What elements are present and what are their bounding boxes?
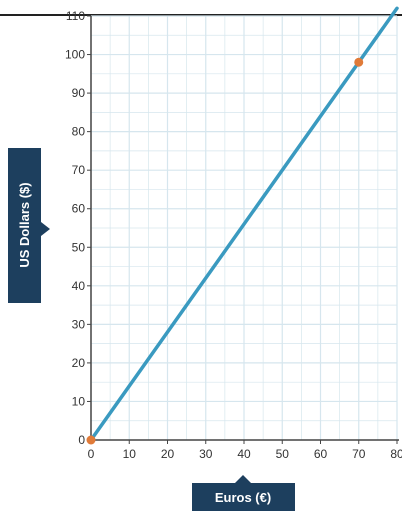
data-point xyxy=(86,435,96,445)
tick-labels: 0 10 20 30 40 50 60 70 80 90 100 110 0 10 20 30 40 50 60 70… xyxy=(65,9,402,461)
y-axis-label: US Dollars ($) xyxy=(17,182,32,267)
data-point xyxy=(354,57,364,67)
x-tick-label: 60 xyxy=(314,447,328,461)
axes xyxy=(87,15,399,444)
y-axis-badge: US Dollars ($) xyxy=(8,148,50,303)
x-axis-badge-pointer xyxy=(235,475,251,483)
series-line xyxy=(89,6,399,442)
x-tick-label: 40 xyxy=(237,447,251,461)
x-axis-badge: Euros (€) xyxy=(192,475,295,511)
y-tick-label: 70 xyxy=(72,163,86,177)
y-tick-label: 0 xyxy=(78,433,85,447)
points xyxy=(86,57,364,445)
x-tick-label: 80 xyxy=(390,447,402,461)
y-tick-label: 100 xyxy=(65,48,85,62)
x-axis-badge-box xyxy=(192,483,295,511)
x-tick-label: 50 xyxy=(276,447,290,461)
x-tick-label: 20 xyxy=(161,447,175,461)
y-tick-label: 40 xyxy=(72,279,86,293)
y-axis-badge-box xyxy=(8,148,41,303)
series xyxy=(89,6,399,442)
x-tick-label: 70 xyxy=(352,447,366,461)
y-tick-label: 10 xyxy=(72,394,86,408)
y-tick-label: 110 xyxy=(66,9,85,23)
y-tick-label: 80 xyxy=(72,125,86,139)
grid xyxy=(91,15,398,440)
y-tick-label: 90 xyxy=(72,86,86,100)
x-tick-label: 30 xyxy=(199,447,213,461)
y-axis-badge-pointer xyxy=(41,222,50,236)
y-tick-label: 30 xyxy=(72,317,86,331)
y-tick-label: 20 xyxy=(72,356,86,370)
y-tick-label: 50 xyxy=(72,240,86,254)
x-axis-label: Euros (€) xyxy=(215,490,271,505)
y-tick-label: 60 xyxy=(72,202,86,216)
x-tick-label: 0 xyxy=(88,447,95,461)
x-tick-label: 10 xyxy=(123,447,137,461)
